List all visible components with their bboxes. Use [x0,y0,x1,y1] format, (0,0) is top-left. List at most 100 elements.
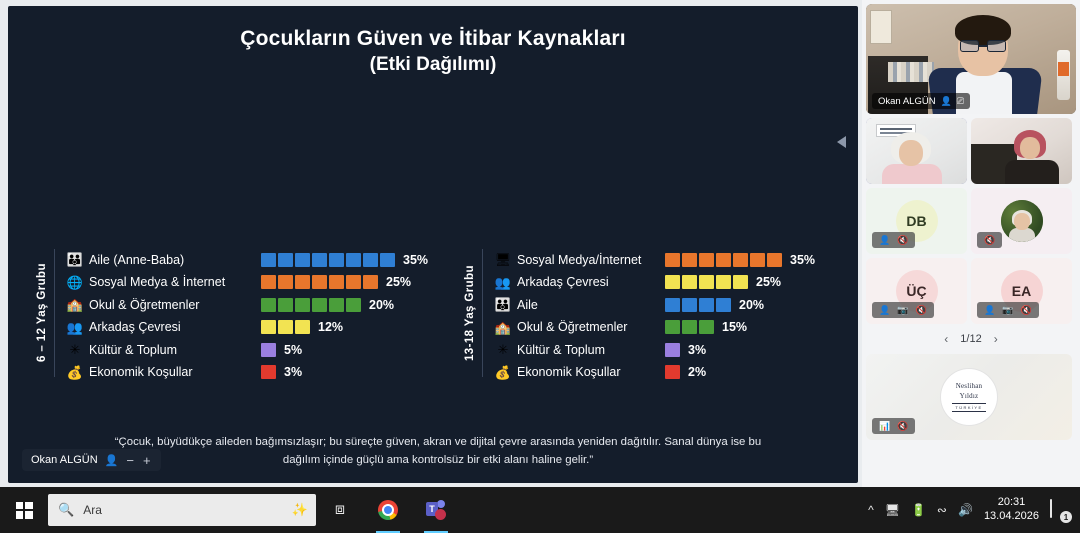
value-label: 20% [739,297,765,312]
windows-start-icon[interactable] [0,487,48,533]
avatar-tile-ea[interactable]: EA 👤 📷 🔇 [971,258,1072,324]
bar-unit-square [665,297,680,312]
value-label: 15% [722,320,748,335]
bar-unit-square [261,342,276,357]
bar-squares [261,297,361,312]
family-icon: 👪 [66,252,84,268]
bar-unit-square [295,297,310,312]
video-name-badge: Okan ALGÜN 👤 ⎚ [872,93,970,109]
chart-rows-13-18: 🖥 Sosyal Medya/İnternet 35% 👥 Arkadaş Çe… [493,249,815,383]
mic-muted-icon: 🔇 [897,234,909,245]
zoom-in-button[interactable]: + [142,452,151,468]
value-label: 25% [756,275,782,290]
logo-subtitle: TÜRKİYE [952,402,986,412]
avatar-row-2: ÜÇ 👤 📷 🔇 EA 👤 📷 🔇 [866,258,1076,324]
friends-icon: 👥 [66,319,84,335]
teams-icon[interactable]: T [412,487,460,533]
page-subtitle: (Etki Dağılımı) [369,53,497,75]
category-label: Aile [517,297,538,312]
chart-row: ✳ Kültür & Toplum 5% [65,339,428,361]
avatar-initials: DB [906,213,927,229]
avatar-tile-logo[interactable]: Neslihan Yıldız TÜRKİYE 📊 🔇 [866,354,1072,440]
value-label: 3% [284,365,303,380]
avatar-tile-photo[interactable]: 🔇 [971,188,1072,254]
task-view-icon[interactable]: ⧈ [334,501,346,518]
copilot-sparkle-icon[interactable]: ✨ [291,502,308,517]
devices-icon[interactable]: 🖥 [884,503,900,517]
bar-squares [665,252,782,267]
participant-thumbnail-1[interactable] [866,118,967,184]
value-label: 3% [688,342,707,357]
participant-thumbnail-2[interactable] [971,118,1072,184]
notification-icon[interactable]: 1 [1050,499,1072,523]
bar-unit-square [346,275,361,290]
bar-unit-square [278,252,293,267]
avatar-tile-uc[interactable]: ÜÇ 👤 📷 🔇 [866,258,967,324]
chevron-left-icon[interactable]: ‹ [944,332,949,346]
bar-unit-square [380,252,395,267]
clock-time: 20:31 [997,496,1026,509]
bar-squares [261,365,276,380]
chart-row: 👪 Aile 20% [493,294,815,316]
chart-rows-6-12: 👪 Aile (Anne-Baba) 35% 🌐 Sosyal Medya & … [65,249,428,383]
chart-row: 👥 Arkadaş Çevresi 12% [65,317,428,339]
chevron-up-icon[interactable]: ^ [868,503,874,517]
bar-unit-square [699,297,714,312]
bar-unit-square [278,320,293,335]
presenter-name: Okan ALGÜN [31,454,98,466]
quote-line-1: “Çocuk, büyüdükçe aileden bağımsızlaşır;… [114,436,762,448]
bar-unit-square [329,275,344,290]
bar-unit-square [363,275,378,290]
logo-avatar: Neslihan Yıldız TÜRKİYE [941,369,997,425]
clock[interactable]: 20:31 13.04.2026 [984,496,1039,524]
chart-row: 👪 Aile (Anne-Baba) 35% [65,249,428,271]
avatar-initials: EA [1011,283,1032,299]
chart-row: 💰 Ekonomik Koşullar 2% [493,362,815,384]
zoom-out-button[interactable]: − [126,452,134,468]
category-label: Sosyal Medya & İnternet [89,275,226,290]
bar-unit-square [665,320,680,335]
bar-unit-square [295,252,310,267]
axis-label-age-6-12: 6 – 12 Yaş Grubu [36,263,48,363]
presenter-icon: 👤 [879,234,891,245]
avatar-tile-db[interactable]: DB 👤 🔇 [866,188,967,254]
search-placeholder: Ara [83,503,102,517]
collapse-left-icon[interactable] [837,136,846,148]
main-video-tile[interactable]: Okan ALGÜN 👤 ⎚ [866,4,1076,114]
value-label: 5% [284,342,303,357]
group-divider [482,249,483,377]
camera-off-icon: 📷 [1002,304,1014,315]
bar-unit-square [312,297,327,312]
category-label: Ekonomik Koşullar [517,365,621,380]
category-label: Okul & Öğretmenler [89,297,200,312]
chart-row: 💰 Ekonomik Koşullar 3% [65,362,428,384]
search-input[interactable]: 🔍 Ara ✨ [48,494,316,526]
chrome-icon[interactable] [364,487,412,533]
category-label: Kültür & Toplum [89,342,178,357]
presenter-icon: 👤 [879,304,891,315]
chart-row: 🏫 Okul & Öğretmenler 20% [65,294,428,316]
friends-icon: 👥 [494,274,512,290]
axis-label-age-13-18: 13-18 Yaş Grubu [464,265,476,361]
bar-unit-square [699,252,714,267]
camera-off-icon: 📷 [897,304,909,315]
notification-count: 1 [1060,511,1072,523]
search-icon: 🔍 [58,502,75,517]
participant-name: Okan ALGÜN [878,95,936,107]
bar-squares [261,275,378,290]
volume-icon[interactable]: 🔊 [957,503,973,517]
bar-unit-square [295,275,310,290]
avatar-initials: ÜÇ [906,283,927,299]
wifi-icon[interactable]: ∾ [936,503,947,517]
chart-group-6-12: 6 – 12 Yaş Grubu 👪 Aile (Anne-Baba) 35% … [36,249,456,383]
presentation-slide[interactable]: Çocukların Güven ve İtibar Kaynakları (E… [8,6,858,483]
battery-icon[interactable]: 🔋 [910,503,926,517]
chevron-right-icon[interactable]: › [993,332,998,346]
bar-unit-square [716,252,731,267]
charts-container: 6 – 12 Yaş Grubu 👪 Aile (Anne-Baba) 35% … [8,249,858,383]
page-indicator: 1/12 [960,333,982,345]
status-badges: 🔇 [977,232,1003,248]
bar-unit-square [261,297,276,312]
category-label: Arkadaş Çevresi [517,275,609,290]
presenter-pill[interactable]: Okan ALGÜN 👤 − + [22,449,161,471]
